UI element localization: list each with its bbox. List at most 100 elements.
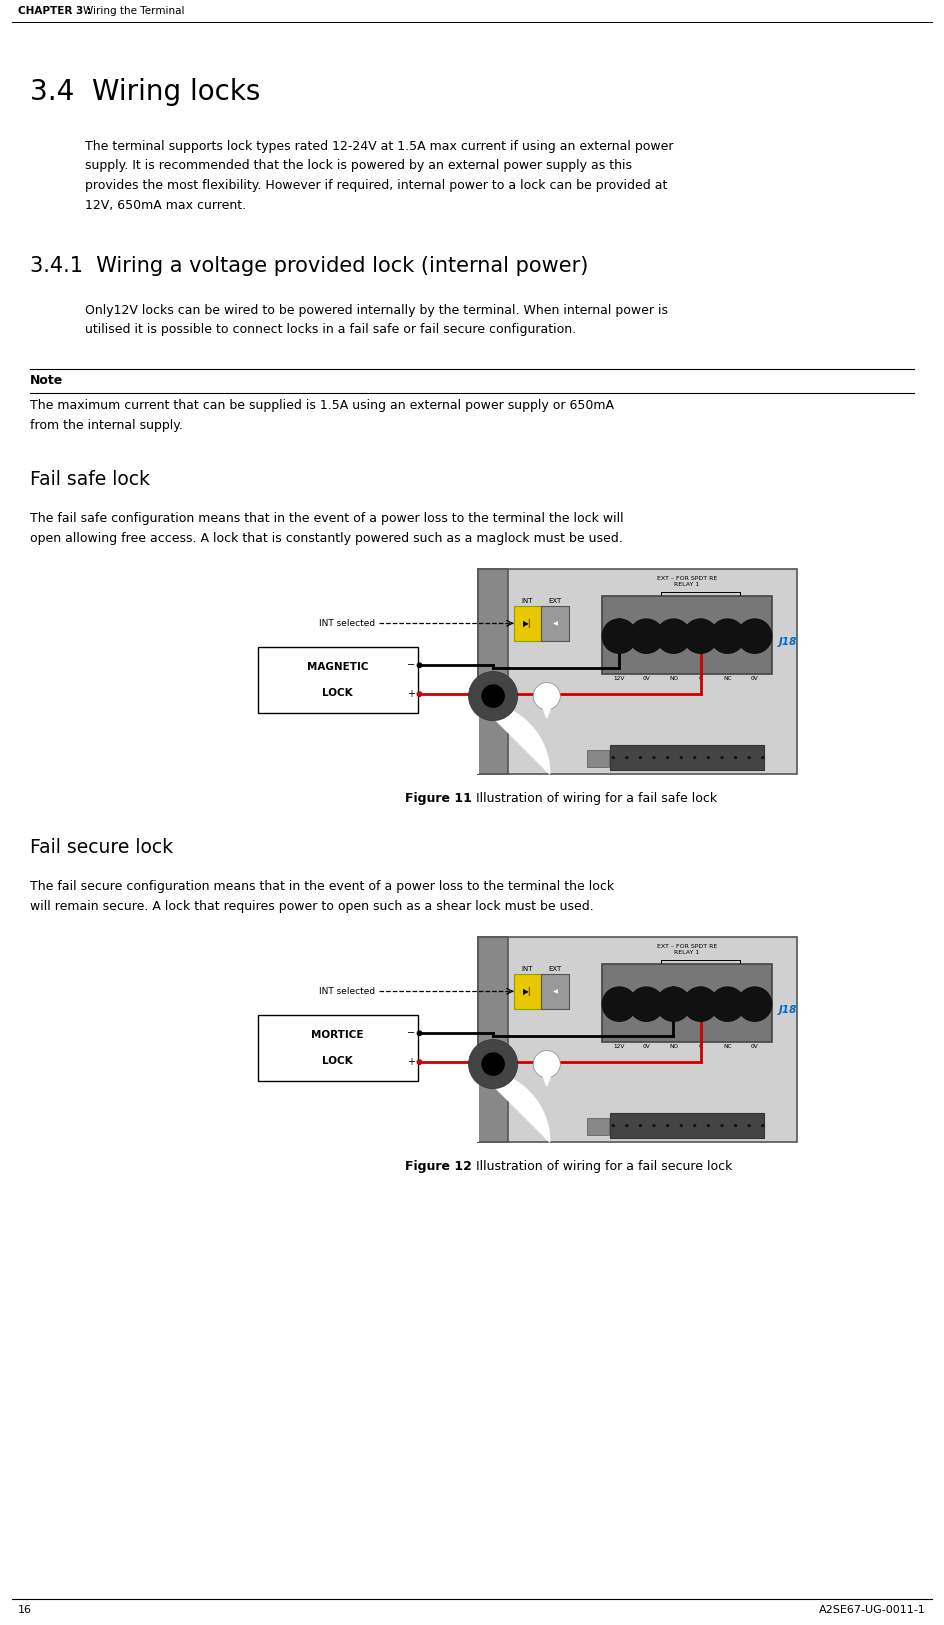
Circle shape [602, 619, 636, 653]
Text: C: C [699, 1043, 702, 1050]
Circle shape [417, 692, 422, 697]
FancyBboxPatch shape [514, 606, 541, 640]
Circle shape [417, 1060, 422, 1064]
Circle shape [630, 619, 664, 653]
Text: provides the most flexibility. However if required, internal power to a lock can: provides the most flexibility. However i… [85, 179, 667, 192]
Circle shape [666, 757, 668, 759]
Circle shape [721, 1124, 723, 1126]
Circle shape [666, 1124, 668, 1126]
Circle shape [482, 1053, 504, 1076]
Circle shape [656, 986, 691, 1020]
Circle shape [721, 757, 723, 759]
Text: utilised it is possible to connect locks in a fail safe or fail secure configura: utilised it is possible to connect locks… [85, 323, 576, 336]
Circle shape [656, 619, 691, 653]
Polygon shape [539, 1064, 555, 1086]
FancyBboxPatch shape [258, 1016, 417, 1081]
Text: from the internal supply.: from the internal supply. [30, 419, 183, 432]
Circle shape [639, 757, 641, 759]
Text: Figure 11: Figure 11 [405, 791, 472, 804]
Circle shape [749, 757, 750, 759]
Circle shape [468, 671, 517, 722]
Text: EXT: EXT [548, 598, 562, 604]
Text: MAGNETIC: MAGNETIC [307, 661, 368, 671]
Circle shape [737, 619, 772, 653]
Text: 0V: 0V [750, 1043, 759, 1050]
Text: will remain secure. A lock that requires power to open such as a shear lock must: will remain secure. A lock that requires… [30, 900, 594, 913]
Text: NC: NC [723, 1043, 732, 1050]
Text: INT: INT [522, 598, 533, 604]
Circle shape [734, 1124, 736, 1126]
Circle shape [711, 619, 745, 653]
Text: supply. It is recommended that the lock is powered by an external power supply a: supply. It is recommended that the lock … [85, 159, 632, 172]
Text: NO: NO [669, 676, 678, 681]
Polygon shape [478, 702, 549, 774]
Text: Only12V locks can be wired to be powered internally by the terminal. When intern: Only12V locks can be wired to be powered… [85, 304, 668, 317]
Text: ▶|: ▶| [523, 986, 531, 996]
Circle shape [707, 757, 709, 759]
Text: EXT – FOR SPDT RE: EXT – FOR SPDT RE [657, 944, 717, 949]
Text: J18: J18 [778, 637, 797, 647]
Text: ◀: ◀ [552, 621, 557, 626]
Circle shape [639, 1124, 641, 1126]
Text: INT: INT [522, 965, 533, 972]
Text: The maximum current that can be supplied is 1.5A using an external power supply : The maximum current that can be supplied… [30, 400, 614, 413]
Text: The fail secure configuration means that in the event of a power loss to the ter: The fail secure configuration means that… [30, 881, 615, 894]
Circle shape [653, 1124, 655, 1126]
Text: 0V: 0V [643, 676, 650, 681]
Text: RELAY 1: RELAY 1 [674, 949, 700, 954]
Circle shape [417, 663, 422, 668]
Circle shape [681, 757, 683, 759]
Circle shape [762, 1124, 764, 1126]
FancyBboxPatch shape [514, 973, 541, 1009]
Circle shape [626, 757, 628, 759]
FancyBboxPatch shape [258, 647, 417, 712]
FancyBboxPatch shape [587, 751, 609, 767]
Circle shape [653, 757, 655, 759]
Text: Figure 12: Figure 12 [405, 1160, 472, 1173]
Text: LOCK: LOCK [323, 687, 353, 697]
Text: MORTICE: MORTICE [312, 1030, 364, 1040]
Text: 3.4.1  Wiring a voltage provided lock (internal power): 3.4.1 Wiring a voltage provided lock (in… [30, 257, 588, 276]
Text: Illustration of wiring for a fail secure lock: Illustration of wiring for a fail secure… [472, 1160, 733, 1173]
Text: ◀: ◀ [552, 990, 557, 994]
Text: Wiring the Terminal: Wiring the Terminal [83, 6, 184, 16]
Circle shape [533, 682, 561, 710]
Circle shape [734, 757, 736, 759]
Text: 3.4  Wiring locks: 3.4 Wiring locks [30, 78, 261, 106]
Circle shape [694, 757, 696, 759]
Text: CHAPTER 3 :: CHAPTER 3 : [18, 6, 94, 16]
FancyBboxPatch shape [601, 964, 772, 1042]
Text: NC: NC [723, 676, 732, 681]
Text: open allowing free access. A lock that is constantly powered such as a maglock m: open allowing free access. A lock that i… [30, 531, 623, 544]
Text: EXT: EXT [548, 965, 562, 972]
Text: Illustration of wiring for a fail safe lock: Illustration of wiring for a fail safe l… [472, 791, 717, 804]
FancyBboxPatch shape [478, 938, 797, 1142]
Circle shape [626, 1124, 628, 1126]
FancyBboxPatch shape [541, 606, 568, 640]
Circle shape [468, 1040, 517, 1089]
Text: INT selected: INT selected [319, 986, 375, 996]
FancyBboxPatch shape [601, 596, 772, 673]
Text: The fail safe configuration means that in the event of a power loss to the termi: The fail safe configuration means that i… [30, 512, 624, 525]
Text: EXT – FOR SPDT RE: EXT – FOR SPDT RE [657, 575, 717, 580]
FancyBboxPatch shape [610, 1113, 764, 1137]
Circle shape [417, 1032, 422, 1035]
Circle shape [707, 1124, 709, 1126]
Polygon shape [539, 696, 555, 718]
Circle shape [533, 1051, 561, 1077]
Circle shape [683, 619, 717, 653]
Text: Fail secure lock: Fail secure lock [30, 838, 173, 856]
FancyBboxPatch shape [587, 1118, 609, 1136]
Text: Fail safe lock: Fail safe lock [30, 470, 150, 489]
Text: RELAY 1: RELAY 1 [674, 582, 700, 587]
FancyBboxPatch shape [478, 569, 508, 774]
Polygon shape [478, 1071, 549, 1142]
FancyBboxPatch shape [478, 569, 797, 774]
Circle shape [762, 757, 764, 759]
Text: ▶|: ▶| [523, 619, 531, 627]
Text: INT selected: INT selected [319, 619, 375, 627]
Circle shape [737, 986, 772, 1020]
Circle shape [683, 986, 717, 1020]
Circle shape [482, 686, 504, 707]
Circle shape [602, 986, 636, 1020]
